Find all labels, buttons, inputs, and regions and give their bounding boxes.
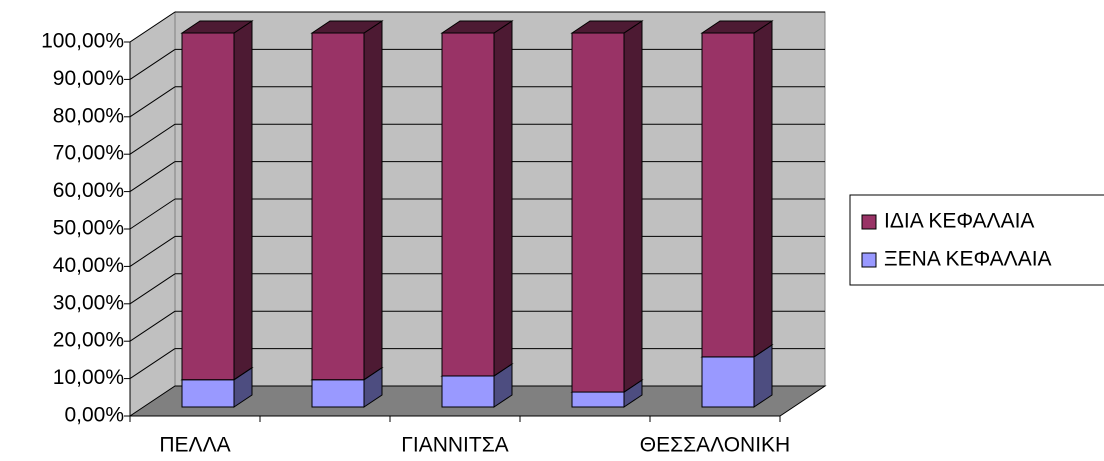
bar-top [700, 20, 774, 34]
grid-line [129, 11, 176, 43]
grid-line [129, 123, 176, 155]
grid-line [129, 86, 176, 118]
y-tick-label: 20,00% [53, 329, 124, 352]
bar-side [623, 20, 643, 393]
grid-line [129, 198, 176, 230]
grid-line [129, 273, 176, 305]
y-tick-label: 40,00% [53, 254, 124, 277]
bar-side [233, 20, 253, 381]
x-tick-label: ΠΕΛΛΑ [159, 434, 230, 457]
bar-front [441, 375, 495, 408]
y-tick-label: 100,00% [41, 30, 124, 53]
bar-front [701, 32, 755, 358]
bar-side [363, 20, 383, 381]
legend-swatch [861, 214, 877, 230]
y-tick-label: 60,00% [53, 179, 124, 202]
bar-front [181, 379, 235, 408]
bar-top [310, 20, 384, 34]
grid-line [129, 310, 176, 342]
y-tick-label: 50,00% [53, 217, 124, 240]
bar-top [570, 20, 644, 34]
bar-front [311, 379, 365, 408]
legend [849, 194, 1104, 286]
grid-line [129, 235, 176, 267]
x-tick-label: ΓΙΑΝΝΙΤΣΑ [401, 434, 508, 457]
legend-label: ΙΔΙΑ ΚΕΦΑΛΑΙΑ [884, 210, 1034, 233]
y-tick-label: 80,00% [53, 104, 124, 127]
grid-line [129, 161, 176, 193]
bar-front [571, 32, 625, 393]
bar-front [701, 356, 755, 408]
bar-top [180, 20, 254, 34]
grid-line [129, 48, 176, 80]
legend-swatch [861, 252, 877, 268]
grid-line [129, 348, 176, 380]
bar-front [571, 391, 625, 408]
bar-front [181, 32, 235, 381]
bar-side [493, 20, 513, 377]
bar-front [441, 32, 495, 377]
legend-label: ΞΕΝΑ ΚΕΦΑΛΑΙΑ [884, 248, 1052, 271]
bar-top [440, 20, 514, 34]
x-tick-label: ΘΕΣΣΑΛΟΝΙΚΗ [640, 434, 790, 457]
y-tick-label: 10,00% [53, 366, 124, 389]
y-tick-label: 30,00% [53, 291, 124, 314]
y-tick-label: 70,00% [53, 142, 124, 165]
y-tick-label: 0,00% [64, 404, 124, 427]
y-tick-label: 90,00% [53, 67, 124, 90]
bar-front [311, 32, 365, 381]
bar-side [753, 20, 773, 358]
